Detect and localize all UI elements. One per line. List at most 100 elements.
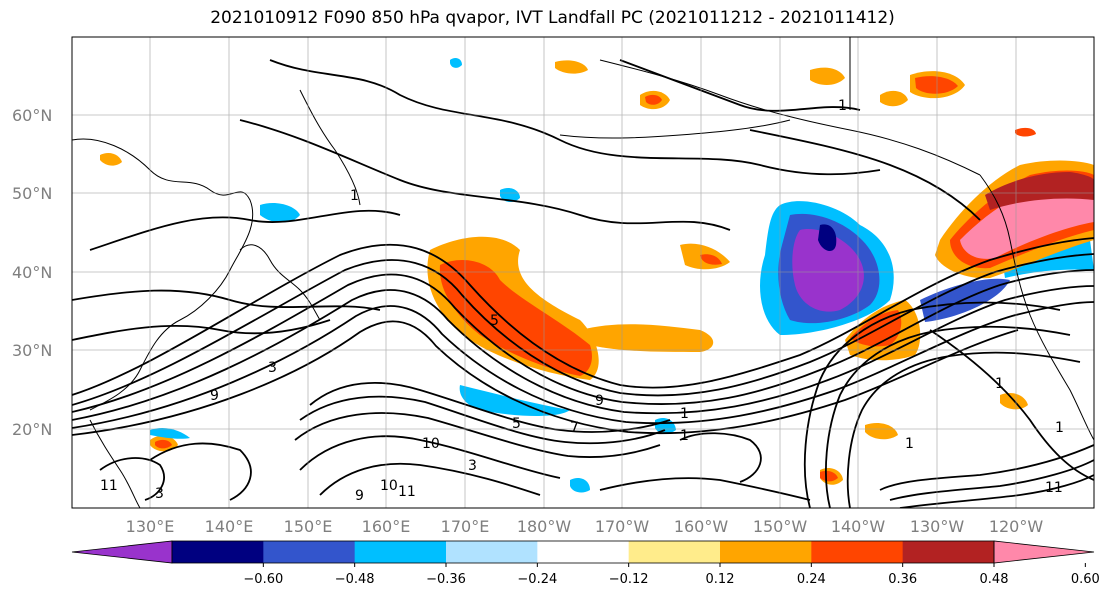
coastline-na-west xyxy=(979,174,1094,441)
contour-line xyxy=(72,253,1094,406)
colorbar-extend-right xyxy=(993,540,1095,564)
longitude-labels: 130°E 140°E 150°E 160°E 170°E 180°W 170°… xyxy=(126,517,1044,536)
contour-line xyxy=(72,285,1094,421)
contour-label: 3 xyxy=(268,360,277,376)
contour-label: 5 xyxy=(490,313,499,329)
negative-anomaly-center xyxy=(792,229,864,312)
contour-line xyxy=(803,301,1061,508)
lat-label: 20°N xyxy=(12,420,52,439)
colorbar-tick-label: −0.36 xyxy=(426,572,466,587)
lat-label: 40°N xyxy=(12,263,52,282)
contour-label: 1 xyxy=(350,188,359,204)
contour-line xyxy=(309,381,671,433)
latitude-labels: 60°N 50°N 40°N 30°N 20°N xyxy=(12,106,52,439)
contour-line xyxy=(149,442,252,501)
map-area xyxy=(72,37,1094,508)
contour-label: 10 xyxy=(422,436,440,452)
map-content: 1 1 3 3 5 5 7 9 9 9 10 10 11 11 1 1 1 1 … xyxy=(72,37,1094,508)
lon-label: 140°E xyxy=(205,517,254,536)
contour-line xyxy=(299,435,561,479)
contour-line xyxy=(72,301,1094,429)
colorbar-segment xyxy=(628,541,721,563)
colorbar-segment xyxy=(720,541,812,563)
contour-label: 3 xyxy=(155,486,164,502)
lon-label: 120°W xyxy=(989,517,1044,536)
lat-label: 60°N xyxy=(12,106,52,125)
contour-label: 1 xyxy=(680,428,689,444)
coastline-japan xyxy=(239,244,321,321)
contour-label: 9 xyxy=(210,388,219,404)
contour-line xyxy=(825,325,1071,508)
contour-label: 11 xyxy=(398,484,416,500)
colorbar-tick-label: 0.12 xyxy=(706,572,735,587)
contour-line xyxy=(99,457,165,501)
contour-label: 1 xyxy=(995,376,1004,392)
colorbar-tick-label: −0.12 xyxy=(609,572,649,587)
gridlines xyxy=(72,37,1094,508)
contour-label: 11 xyxy=(1045,480,1063,496)
contour-line xyxy=(619,59,861,112)
contour-label: 10 xyxy=(380,478,398,494)
contour-label: 1 xyxy=(838,98,847,114)
coastline-layer xyxy=(72,37,1094,508)
lon-label: 160°W xyxy=(674,517,729,536)
contour-line xyxy=(89,209,401,251)
contour-line xyxy=(269,59,881,176)
contour-line xyxy=(929,329,1094,481)
contour-line xyxy=(599,477,811,501)
contour-label: 5 xyxy=(512,416,521,432)
contour-label: 7 xyxy=(570,420,579,436)
shading-layer xyxy=(100,57,1094,493)
lon-label: 150°W xyxy=(753,517,808,536)
coastline-alaska xyxy=(599,59,981,176)
coastline-kamchatka xyxy=(299,89,361,206)
coastline-philippines xyxy=(89,419,141,508)
contour-labels: 1 1 3 3 5 5 7 9 9 9 10 10 11 11 1 1 1 1 … xyxy=(100,98,1064,504)
coastline-aleutians xyxy=(559,119,791,139)
colorbar-segment xyxy=(172,541,264,563)
contour-line xyxy=(299,395,666,445)
contour-line xyxy=(319,462,541,496)
colorbar-frame xyxy=(171,540,995,564)
lon-label: 130°E xyxy=(126,517,175,536)
contour-label: 1 xyxy=(1055,420,1064,436)
contour-label: 3 xyxy=(468,458,477,474)
colorbar-segment xyxy=(811,541,904,563)
lon-label: 140°W xyxy=(831,517,886,536)
colorbar: −0.60 −0.48 −0.36 −0.24 −0.12 0.12 0.24 0.36 0.4… xyxy=(71,540,1100,587)
lon-label: 170°W xyxy=(595,517,650,536)
colorbar-segment xyxy=(354,541,447,563)
colorbar-segment xyxy=(902,541,995,563)
contour-label: 1 xyxy=(905,436,914,452)
lon-label: 130°W xyxy=(910,517,965,536)
lat-label: 50°N xyxy=(12,184,52,203)
contour-line xyxy=(889,459,1094,501)
contour-label: 9 xyxy=(355,488,364,504)
lat-label: 30°N xyxy=(12,341,52,360)
contour-line xyxy=(72,319,331,341)
colorbar-tick-label: 0.60 xyxy=(1071,572,1100,587)
map-title: 2021010912 F090 850 hPa qvapor, IVT Land… xyxy=(210,8,895,28)
contour-line xyxy=(239,119,731,231)
lon-label: 160°E xyxy=(362,517,411,536)
contour-line xyxy=(846,351,1081,508)
colorbar-segment xyxy=(537,541,630,563)
colorbar-tick-label: 0.24 xyxy=(797,572,826,587)
lon-label: 170°E xyxy=(441,517,490,536)
coastline-asia xyxy=(72,138,254,411)
contour-label: 1 xyxy=(680,406,689,422)
contour-line xyxy=(294,412,661,458)
contour-line xyxy=(899,474,1094,508)
contour-line xyxy=(72,320,1019,436)
colorbar-extend-left xyxy=(71,540,173,564)
lon-label: 180°W xyxy=(517,517,572,536)
contour-label: 11 xyxy=(100,478,118,494)
colorbar-tick-label: −0.60 xyxy=(243,572,283,587)
colorbar-tick-label: −0.24 xyxy=(517,572,557,587)
colorbar-tick-label: −0.48 xyxy=(335,572,375,587)
colorbar-tick-label: 0.48 xyxy=(980,572,1009,587)
colorbar-segment xyxy=(446,541,538,563)
lon-label: 150°E xyxy=(284,517,333,536)
contour-line xyxy=(679,432,762,483)
